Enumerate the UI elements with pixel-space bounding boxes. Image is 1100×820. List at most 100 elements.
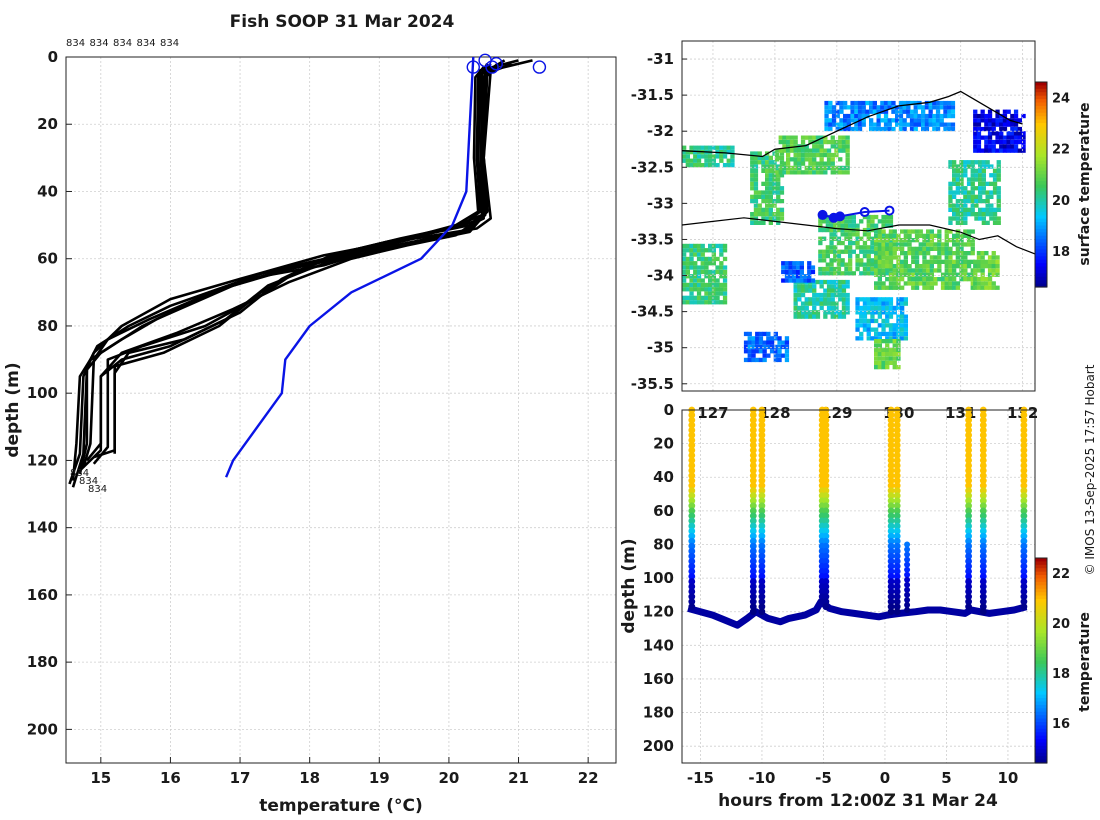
cast-sample (893, 603, 901, 611)
colorbar-tick-label: 22 (1052, 567, 1070, 582)
sst-cell (779, 216, 785, 221)
sst-cell (830, 292, 835, 298)
sst-cell (862, 305, 868, 311)
sst-cell (822, 266, 827, 272)
sst-cell (838, 310, 843, 315)
bottom-depth-trace (687, 598, 1028, 629)
sst-cell (708, 274, 713, 279)
sst-cell (943, 109, 948, 114)
colorbar-swatch (1035, 660, 1047, 665)
sst-cell (955, 272, 960, 277)
cast-sample (887, 547, 895, 555)
cast-sample (887, 411, 895, 419)
cast-sample (893, 562, 901, 570)
colorbar-swatch (1035, 674, 1047, 679)
sst-cell (799, 265, 804, 270)
sst-cell (704, 158, 709, 163)
colorbar-swatch (1035, 201, 1047, 206)
sst-cell (836, 253, 842, 259)
sst-cell (885, 305, 890, 311)
sst-cell (829, 240, 834, 246)
sst-cell (1010, 113, 1015, 119)
sst-cell (892, 343, 897, 348)
sst-cell (704, 269, 709, 275)
cast-sample (688, 472, 696, 479)
sst-cell (952, 177, 957, 182)
sst-cell (715, 163, 720, 168)
sst-cell (819, 157, 824, 162)
sst-cell (700, 154, 705, 159)
sst-cell (959, 203, 964, 208)
sst-cell (987, 259, 993, 264)
sst-cell (812, 157, 817, 162)
sst-cell (704, 282, 709, 288)
sst-cell (786, 152, 791, 158)
sst-cell (797, 314, 802, 319)
sst-cell (996, 199, 1001, 204)
sst-cell (845, 157, 850, 162)
sst-cell (913, 126, 918, 132)
sst-cell (1002, 126, 1008, 132)
sst-cell (753, 155, 759, 160)
cast-sample (688, 462, 696, 469)
sst-cell (984, 277, 989, 282)
sst-cell (888, 219, 894, 224)
sst-cell (981, 190, 986, 195)
sst-cell (955, 181, 960, 186)
sst-cell (828, 122, 833, 127)
sst-cell (838, 284, 843, 289)
sst-cell (839, 105, 844, 110)
sst-cell (834, 305, 839, 311)
sst-cell (963, 186, 968, 191)
cast-sample (688, 573, 696, 580)
sst-cell (859, 314, 864, 319)
sst-cell (948, 281, 953, 286)
sst-cell (955, 216, 960, 221)
sst-cell (784, 357, 790, 363)
sst-cell (987, 144, 993, 149)
sst-cell (952, 181, 957, 186)
sst-cell (781, 265, 786, 270)
sst-cell (922, 233, 927, 238)
sst-cell (944, 259, 949, 264)
cast-sample (822, 431, 830, 439)
sst-cell (870, 297, 875, 302)
sst-cell (823, 297, 828, 302)
sst-cell (797, 157, 802, 162)
sst-cell (843, 105, 848, 110)
sst-cell (973, 268, 978, 273)
cast-sample (965, 557, 972, 565)
sst-cell (970, 272, 975, 277)
sst-cell (838, 135, 843, 140)
cast-sample (904, 601, 911, 608)
sst-cell (892, 365, 897, 370)
cast-sample (1020, 472, 1028, 479)
sst-cell (896, 281, 901, 286)
sst-cell (782, 161, 787, 166)
cast-sample (688, 421, 696, 429)
sst-cell (924, 113, 930, 119)
sst-cell (682, 261, 687, 266)
sst-cell (948, 190, 953, 195)
colorbar-swatch (1035, 232, 1047, 237)
cast-sample (749, 578, 757, 585)
sst-cell (911, 255, 916, 260)
sst-cell (973, 259, 978, 264)
cast-sample (904, 571, 911, 578)
sst-cell (804, 301, 809, 306)
sst-cell (907, 281, 912, 286)
sst-cell (1002, 122, 1008, 127)
cast-sample (965, 436, 972, 444)
cast-sample (749, 603, 757, 611)
sst-cell (781, 261, 786, 266)
sst-cell (989, 164, 994, 169)
sst-cell (881, 365, 886, 370)
sst-cell (750, 186, 755, 191)
sst-cell (693, 154, 698, 159)
sst-cell (955, 220, 960, 225)
sst-cell (823, 288, 828, 293)
sst-cell (922, 259, 927, 264)
cast-sample (1020, 598, 1028, 605)
sst-cell (874, 281, 879, 286)
sst-cell (918, 264, 923, 269)
